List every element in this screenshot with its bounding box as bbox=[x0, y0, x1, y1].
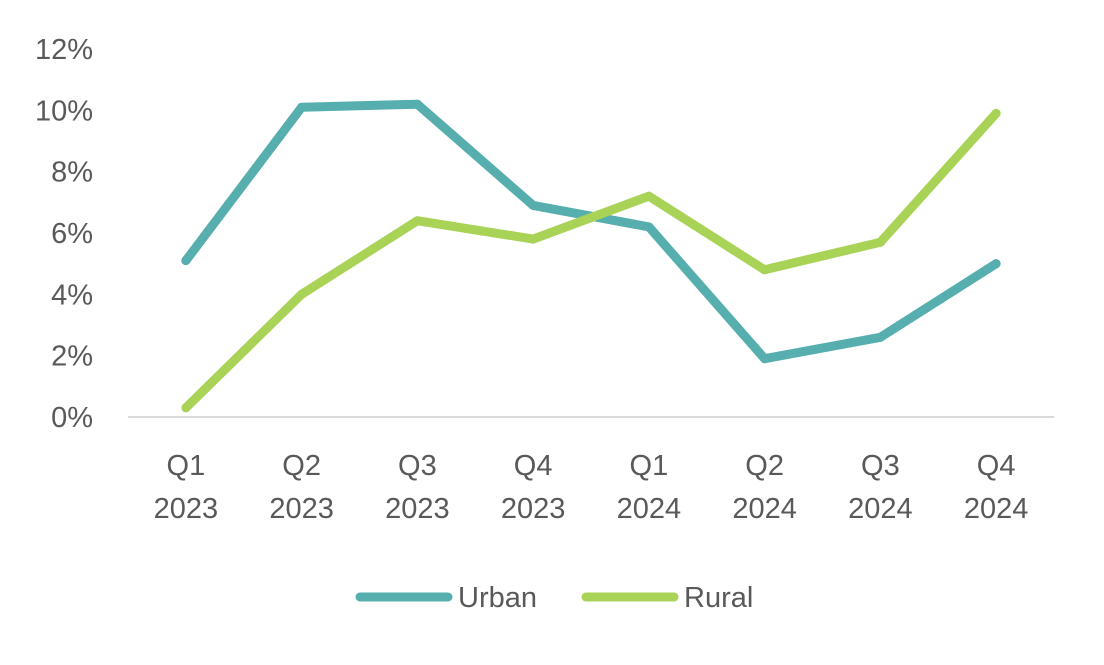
x-tick-year: 2023 bbox=[154, 493, 219, 525]
data-point-urban bbox=[760, 354, 770, 364]
x-tick-year: 2023 bbox=[269, 493, 334, 525]
y-tick-label: 6% bbox=[51, 218, 93, 250]
data-point-rural bbox=[875, 237, 885, 247]
x-tick-quarter: Q1 bbox=[167, 450, 206, 482]
x-tick-label: Q1 2024 bbox=[617, 450, 682, 525]
data-point-rural bbox=[297, 289, 307, 299]
x-tick-quarter: Q4 bbox=[977, 450, 1016, 482]
y-axis-ticks: 0% 2% 4% 6% 8% 10% 12% bbox=[35, 34, 93, 434]
x-tick-label: Q3 2024 bbox=[848, 450, 913, 525]
legend: Urban Rural bbox=[355, 582, 753, 614]
x-tick-quarter: Q3 bbox=[861, 450, 900, 482]
series-lines bbox=[181, 99, 1001, 413]
data-point-rural bbox=[181, 403, 191, 413]
x-tick-quarter: Q2 bbox=[745, 450, 784, 482]
x-tick-quarter: Q2 bbox=[282, 450, 321, 482]
y-tick-label: 4% bbox=[51, 279, 93, 311]
x-tick-year: 2024 bbox=[732, 493, 797, 525]
x-tick-year: 2023 bbox=[385, 493, 450, 525]
data-point-rural bbox=[528, 234, 538, 244]
x-axis-ticks: Q1 2023 Q2 2023 Q3 2023 Q4 2023 Q1 2024 Q2 2024 Q3 20… bbox=[154, 450, 1029, 525]
data-point-urban bbox=[297, 102, 307, 112]
y-tick-label: 10% bbox=[35, 95, 93, 127]
x-tick-year: 2024 bbox=[848, 493, 913, 525]
x-tick-year: 2024 bbox=[617, 493, 682, 525]
x-tick-quarter: Q1 bbox=[630, 450, 669, 482]
data-point-rural bbox=[644, 191, 654, 201]
data-point-urban bbox=[875, 332, 885, 342]
y-tick-label: 12% bbox=[35, 34, 93, 66]
data-point-urban bbox=[181, 256, 191, 266]
x-tick-quarter: Q4 bbox=[514, 450, 553, 482]
x-tick-label: Q1 2023 bbox=[154, 450, 219, 525]
x-tick-label: Q4 2023 bbox=[501, 450, 566, 525]
data-point-urban bbox=[644, 222, 654, 232]
y-tick-label: 8% bbox=[51, 157, 93, 189]
x-tick-quarter: Q3 bbox=[398, 450, 437, 482]
legend-label-urban: Urban bbox=[458, 582, 537, 614]
x-tick-label: Q3 2023 bbox=[385, 450, 450, 525]
x-tick-label: Q2 2024 bbox=[732, 450, 797, 525]
x-tick-year: 2023 bbox=[501, 493, 566, 525]
x-tick-label: Q4 2024 bbox=[964, 450, 1029, 525]
data-point-rural bbox=[760, 265, 770, 275]
data-point-urban bbox=[528, 200, 538, 210]
data-point-rural bbox=[412, 216, 422, 226]
legend-label-rural: Rural bbox=[684, 582, 753, 614]
series-line-rural bbox=[181, 108, 1001, 413]
y-tick-label: 2% bbox=[51, 341, 93, 373]
x-tick-year: 2024 bbox=[964, 493, 1029, 525]
series-line-urban bbox=[181, 99, 1001, 364]
data-point-urban bbox=[412, 99, 422, 109]
data-point-rural bbox=[991, 108, 1001, 118]
data-point-urban bbox=[991, 259, 1001, 269]
y-tick-label: 0% bbox=[51, 402, 93, 434]
x-tick-label: Q2 2023 bbox=[269, 450, 334, 525]
